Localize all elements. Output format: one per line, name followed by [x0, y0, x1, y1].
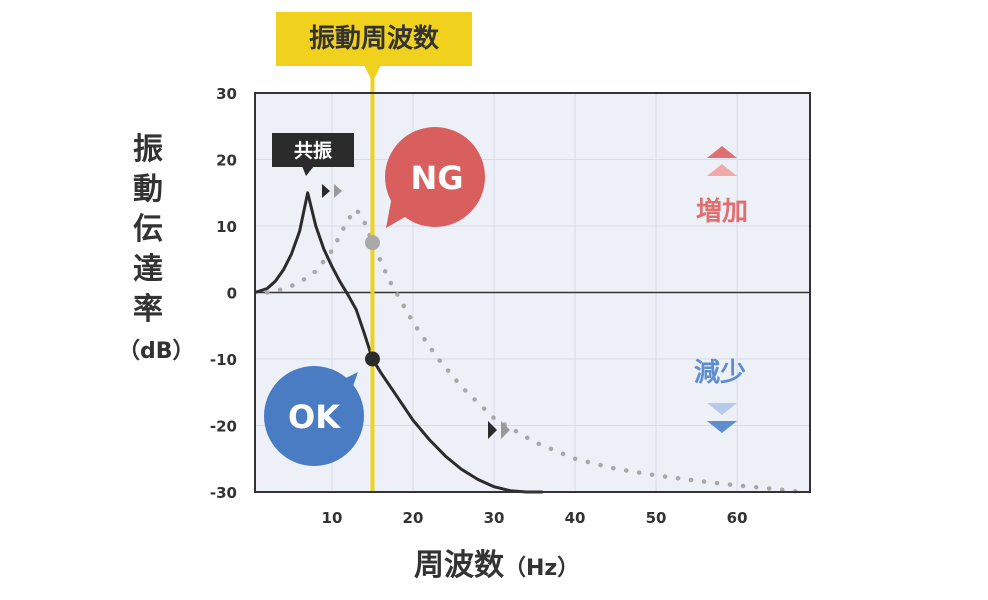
decrease-label: 減少 — [694, 358, 746, 388]
y-tick-label: 20 — [216, 152, 237, 170]
ok-response-curve — [254, 191, 543, 494]
up-arrow-icon — [707, 146, 737, 158]
ok-label: OK — [288, 398, 341, 436]
y-tick-label: 10 — [216, 218, 237, 236]
shift-arrow-icon — [322, 184, 330, 198]
increase-indicator: 増加 — [696, 146, 748, 227]
up-arrow-icon — [707, 164, 737, 176]
x-axis-unit: （Hz） — [504, 556, 580, 581]
ng-label: NG — [410, 159, 463, 197]
ng-bubble: NG — [385, 127, 485, 228]
down-arrow-icon — [707, 421, 737, 433]
x-tick-label: 50 — [646, 509, 667, 527]
y-axis-label-char: 伝 — [133, 212, 163, 247]
x-tick-label: 10 — [322, 509, 343, 527]
intersection-point — [364, 351, 380, 367]
intersection-point — [364, 235, 380, 251]
resonance-tag: 共振 — [272, 133, 354, 176]
y-tick-label: -30 — [210, 484, 237, 502]
intersection-points — [364, 235, 380, 367]
x-tick-label: 60 — [727, 509, 748, 527]
shift-arrow-icon — [334, 184, 342, 198]
frequency-badge: 振動周波数 — [276, 12, 472, 66]
x-axis-label: 周波数（Hz） — [414, 540, 579, 584]
y-tick-label: 30 — [216, 85, 237, 103]
ng-response-curve — [264, 207, 805, 495]
shift-arrows-lower — [488, 421, 510, 439]
curves — [254, 191, 805, 495]
shift-arrow-icon — [501, 421, 510, 439]
y-tick-label: 0 — [227, 285, 237, 303]
x-tick-labels: 10 20 30 40 50 60 — [322, 509, 748, 527]
y-tick-label: -10 — [210, 351, 237, 369]
y-tick-label: -20 — [210, 418, 237, 436]
y-axis-label-char: 達 — [133, 252, 163, 287]
y-axis-label-char: 動 — [133, 172, 163, 207]
x-axis-label-text: 周波数 — [414, 548, 504, 583]
frequency-pointer — [364, 66, 381, 82]
down-arrow-icon — [707, 403, 737, 415]
resonance-label: 共振 — [294, 139, 332, 162]
y-tick-labels: 30 20 10 0 -10 -20 -30 — [210, 85, 237, 502]
decrease-indicator: 減少 — [694, 358, 746, 433]
x-tick-label: 30 — [484, 509, 505, 527]
x-tick-label: 20 — [403, 509, 424, 527]
increase-label: 増加 — [696, 197, 748, 227]
ok-bubble: OK — [264, 366, 364, 466]
shift-arrows-upper — [322, 184, 342, 198]
x-tick-label: 40 — [565, 509, 586, 527]
plot-frame — [254, 92, 811, 493]
y-axis-label-char: 率 — [133, 292, 163, 327]
shift-arrow-icon — [488, 421, 497, 439]
y-axis-label-char: 振 — [133, 132, 163, 167]
